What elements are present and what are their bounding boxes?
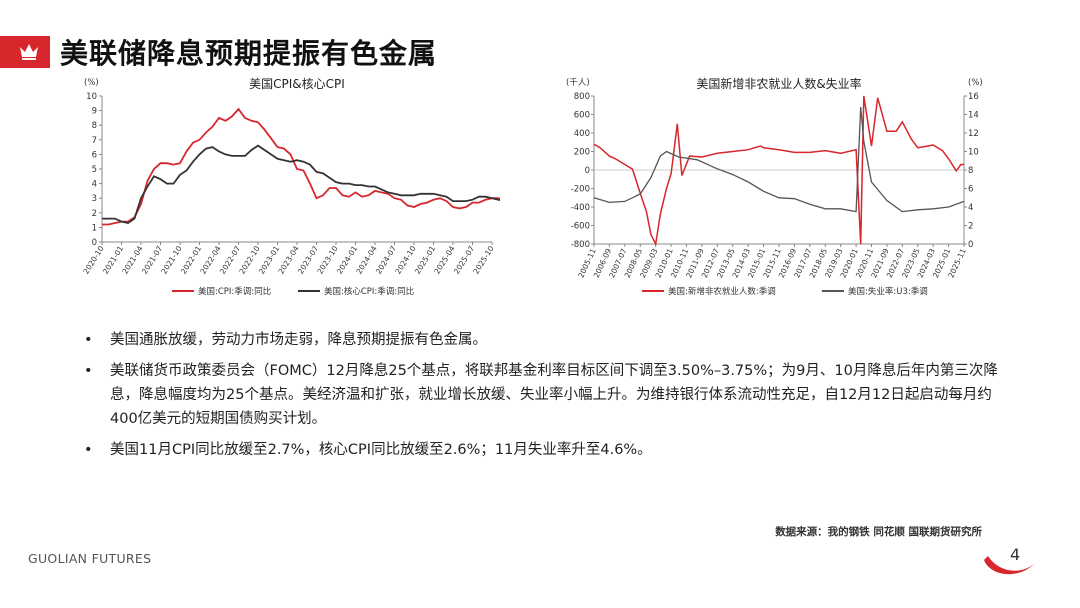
y-tick-label: 0 — [92, 238, 97, 248]
page-title: 美联储降息预期提振有色金属 — [60, 37, 438, 70]
bullet-marker: • — [84, 332, 93, 348]
y-tick-label: 1 — [92, 223, 97, 233]
swoosh-logo-icon — [984, 556, 1034, 575]
y-tick-label-right: 16 — [968, 92, 979, 102]
y-tick-label-left: 0 — [585, 166, 590, 176]
y-tick-label-right: 12 — [968, 129, 979, 139]
cpi-chart-svg: 美国CPI&核心CPI(%)0123456789102020-102021-01… — [81, 77, 512, 297]
y-axis-label-left: (千人) — [566, 77, 590, 88]
cpi-chart: 美国CPI&核心CPI (%) 0 1 2 3 4 5 6 7 8 9 10 2020-10 2021-01… — [80, 72, 512, 306]
y-tick-label: 3 — [92, 194, 97, 204]
bullet-marker: • — [84, 363, 93, 379]
y-tick-label-left: 600 — [574, 111, 590, 121]
y-tick-label-right: 2 — [968, 222, 973, 232]
y-tick-label: 7 — [92, 136, 97, 146]
footer-brand: GUOLIAN FUTURES — [28, 551, 152, 566]
y-tick-label-left: 400 — [574, 129, 590, 139]
legend-label: 美国:CPI:季调:同比 — [198, 286, 271, 297]
nonfarm-chart: 美国新增非农就业人数&失业率 (千人) (%) -800 -600 -400 -200 0 20… — [560, 72, 990, 306]
legend-label: 美国:失业率:U3:季调 — [848, 286, 928, 297]
bullet-list: • 美国通胀放缓，劳动力市场走弱，降息预期提振有色金属。 • 美联储货币政策委员会（… — [84, 328, 1004, 469]
y-tick-label-right: 8 — [968, 166, 973, 176]
y-tick-label-left: -200 — [571, 185, 590, 195]
y-tick-label: 5 — [92, 165, 97, 175]
y-tick-label-right: 10 — [968, 148, 979, 158]
series-line-1 — [593, 95, 964, 247]
series-line-2 — [102, 144, 512, 224]
data-source: 数据来源：我的钢铁 同花顺 国联期货研究所 — [775, 526, 982, 538]
chart-title: 美国新增非农就业人数&失业率 — [696, 76, 861, 91]
bullet-text: 美国11月CPI同比放缓至2.7%，核心CPI同比放缓至2.6%；11月失业率升… — [110, 442, 652, 458]
bullet-item: • 美国通胀放缓，劳动力市场走弱，降息预期提振有色金属。 — [84, 328, 1004, 352]
crown-icon — [20, 44, 38, 60]
nonfarm-chart-svg: 美国新增非农就业人数&失业率(千人) (%)-800-600-400-200020… — [566, 76, 983, 297]
y-tick-label: 9 — [92, 107, 97, 117]
y-tick-label-right: 4 — [968, 203, 973, 213]
y-tick-label: 6 — [92, 150, 97, 160]
y-tick-label-left: -600 — [571, 222, 590, 232]
bullet-item: • 美国11月CPI同比放缓至2.7%，核心CPI同比放缓至2.6%；11月失业率… — [84, 438, 1004, 462]
y-tick-label-left: -400 — [571, 203, 590, 213]
bullet-text: 美联储货币政策委员会（FOMC）12月降息25个基点，将联邦基金利率目标区间下调… — [110, 363, 998, 427]
legend-label: 美国:新增非农就业人数:季调 — [668, 286, 776, 297]
y-tick-label: 2 — [92, 209, 97, 219]
y-tick-label-right: 0 — [968, 240, 973, 250]
series-line-2 — [593, 107, 965, 213]
bullet-text: 美国通胀放缓，劳动力市场走弱，降息预期提振有色金属。 — [110, 332, 487, 348]
y-tick-label: 4 — [92, 180, 97, 190]
chart-title: 美国CPI&核心CPI — [249, 77, 345, 91]
y-tick-label-left: 800 — [574, 92, 590, 102]
bullet-marker: • — [84, 442, 93, 458]
y-tick-label-right: 14 — [968, 111, 979, 121]
y-tick-label: 10 — [86, 92, 97, 102]
legend-label: 美国:核心CPI:季调:同比 — [324, 286, 414, 297]
bullet-item: • 美联储货币政策委员会（FOMC）12月降息25个基点，将联邦基金利率目标区间下… — [84, 359, 1004, 431]
y-tick-label-left: 200 — [574, 148, 590, 158]
page-number: 4 — [1010, 545, 1021, 564]
y-tick-label: 8 — [92, 121, 97, 131]
y-tick-label-right: 6 — [968, 185, 973, 195]
series-line-1 — [102, 107, 512, 226]
y-tick-label-left: -800 — [571, 240, 590, 250]
y-axis-label-right: (%) — [968, 78, 983, 88]
y-axis-label: (%) — [84, 78, 99, 88]
